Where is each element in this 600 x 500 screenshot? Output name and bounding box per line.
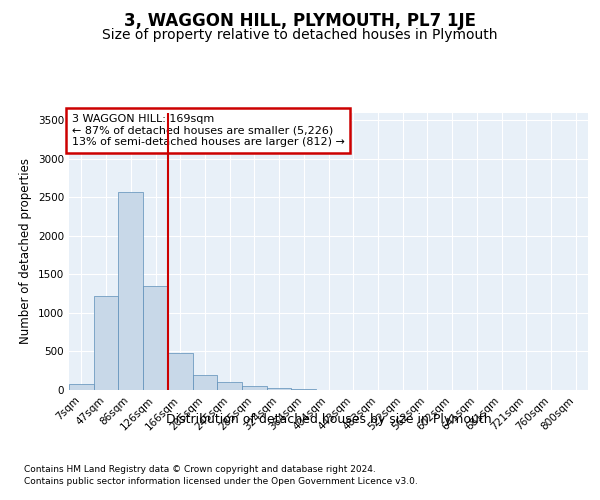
Bar [143, 286, 168, 390]
Bar [292, 389, 316, 390]
Bar [94, 296, 118, 390]
Bar [193, 374, 217, 390]
Text: Contains public sector information licensed under the Open Government Licence v3: Contains public sector information licen… [24, 478, 418, 486]
Bar [217, 382, 242, 390]
Bar [242, 386, 267, 390]
Text: Distribution of detached houses by size in Plymouth: Distribution of detached houses by size … [166, 412, 491, 426]
Y-axis label: Number of detached properties: Number of detached properties [19, 158, 32, 344]
Text: Contains HM Land Registry data © Crown copyright and database right 2024.: Contains HM Land Registry data © Crown c… [24, 465, 376, 474]
Bar [69, 384, 94, 390]
Bar [267, 388, 292, 390]
Bar [168, 354, 193, 390]
Bar [118, 192, 143, 390]
Text: 3 WAGGON HILL: 169sqm
← 87% of detached houses are smaller (5,226)
13% of semi-d: 3 WAGGON HILL: 169sqm ← 87% of detached … [71, 114, 344, 147]
Text: Size of property relative to detached houses in Plymouth: Size of property relative to detached ho… [102, 28, 498, 42]
Text: 3, WAGGON HILL, PLYMOUTH, PL7 1JE: 3, WAGGON HILL, PLYMOUTH, PL7 1JE [124, 12, 476, 30]
